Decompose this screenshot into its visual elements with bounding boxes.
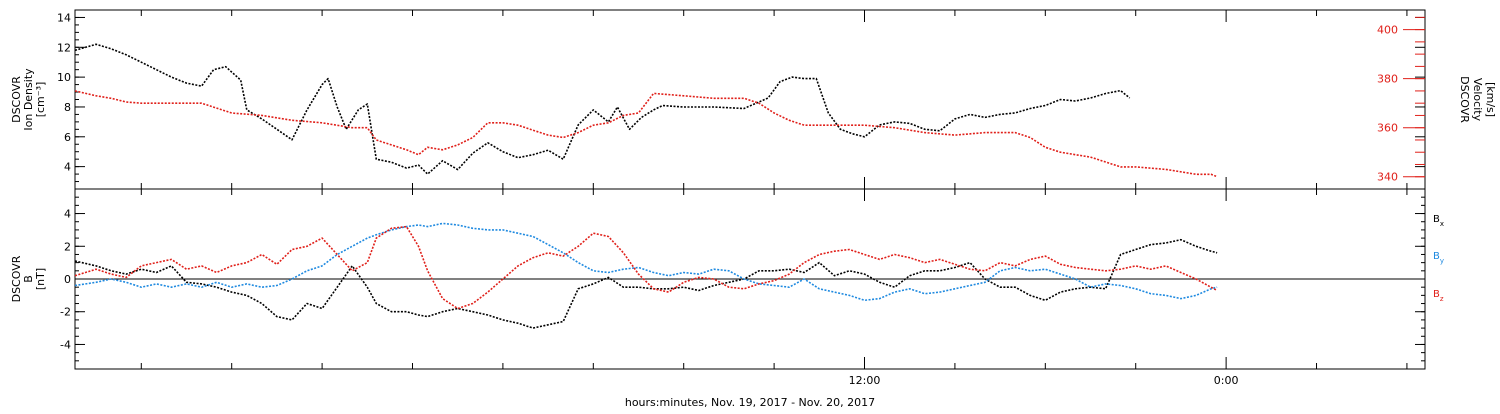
y-tick-label: 4	[64, 208, 71, 221]
y-tick-label: 14	[57, 11, 71, 24]
y-axis-label-line: [nT]	[34, 268, 47, 290]
right-y-tick-label: 380	[1377, 73, 1398, 86]
x-tick-label: 12:00	[849, 374, 881, 387]
legend-By: By	[1433, 251, 1444, 265]
legend-Bz: Bz	[1433, 289, 1444, 303]
y-tick-label: 12	[57, 41, 71, 54]
right-y-axis-label-line: [km/s]	[1484, 82, 1497, 117]
y-axis-label-line: Ion Density	[22, 68, 35, 131]
legend-Bx: Bx	[1433, 214, 1444, 228]
right-y-tick-label: 340	[1377, 171, 1398, 184]
series-line-left	[74, 43, 1131, 175]
series-line-Bz	[74, 225, 1218, 310]
y-tick-label: -2	[60, 306, 71, 319]
y-tick-label: -4	[60, 338, 71, 351]
series-line-right	[74, 90, 1218, 178]
right-y-axis-label-line: DSCOVR	[1458, 76, 1471, 123]
y-tick-label: 6	[64, 131, 71, 144]
y-axis-label-line: DSCOVR	[10, 76, 23, 123]
right-y-tick-label: 400	[1377, 24, 1398, 37]
right-y-axis-label-line: Velocity	[1471, 78, 1484, 122]
x-tick-label: 0:00	[1214, 374, 1239, 387]
y-tick-label: 4	[64, 161, 71, 174]
y-tick-label: 2	[64, 240, 71, 253]
y-axis-label-line: DSCOVR	[10, 255, 23, 302]
y-tick-label: 8	[64, 101, 71, 114]
series-line-Bx	[74, 238, 1218, 329]
y-axis-label-line: B	[22, 275, 35, 283]
y-axis-label-line: [cm⁻³]	[34, 82, 47, 118]
x-axis-label: hours:minutes, Nov. 19, 2017 - Nov. 20, …	[625, 396, 875, 409]
y-tick-label: 0	[64, 273, 71, 286]
y-tick-label: 10	[57, 71, 71, 84]
right-y-tick-label: 360	[1377, 122, 1398, 135]
series-line-By	[74, 222, 1218, 302]
